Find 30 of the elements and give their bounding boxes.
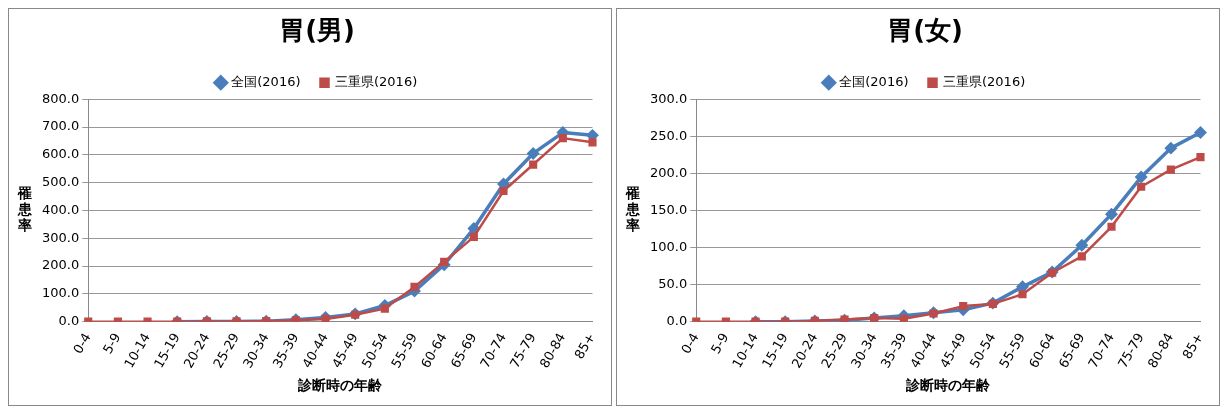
y-tick-label: 100.0 [42,285,80,301]
y-tick-label: 200.0 [650,164,688,180]
y-axis-title: 罹患率 [625,185,641,234]
x-tick-label: 0-4 [70,330,94,357]
y-tick-label: 300.0 [42,229,80,245]
legend-label: 全国(2016) [839,74,909,90]
y-tick-label: 100.0 [650,238,688,254]
y-tick-label: 300.0 [650,90,688,106]
legend-label: 三重県(2016) [943,74,1026,90]
legend-label: 全国(2016) [231,74,301,90]
x-tick-label: 0-4 [678,330,702,357]
y-tick-label: 700.0 [42,118,80,134]
x-axis-title: 診断時の年齢 [905,377,992,394]
y-tick-label: 500.0 [42,174,80,190]
y-tick-label: 200.0 [42,257,80,273]
y-tick-label: 600.0 [42,146,80,162]
y-tick-label: 250.0 [650,127,688,143]
y-tick-label: 0.0 [58,313,80,329]
x-tick-label: 5-9 [707,330,732,357]
y-tick-label: 150.0 [650,201,688,217]
legend-label: 三重県(2016) [335,74,418,90]
chart-title: 胃(女) [887,15,963,46]
y-axis-title: 罹患率 [17,185,33,234]
chart-title: 胃(男) [279,15,355,46]
y-tick-label: 800.0 [42,90,80,106]
y-tick-label: 0.0 [666,313,688,329]
y-tick-label: 50.0 [658,275,688,291]
y-tick-label: 400.0 [42,201,80,217]
x-axis-title: 診断時の年齢 [297,377,384,394]
x-tick-label: 5-9 [99,330,124,357]
